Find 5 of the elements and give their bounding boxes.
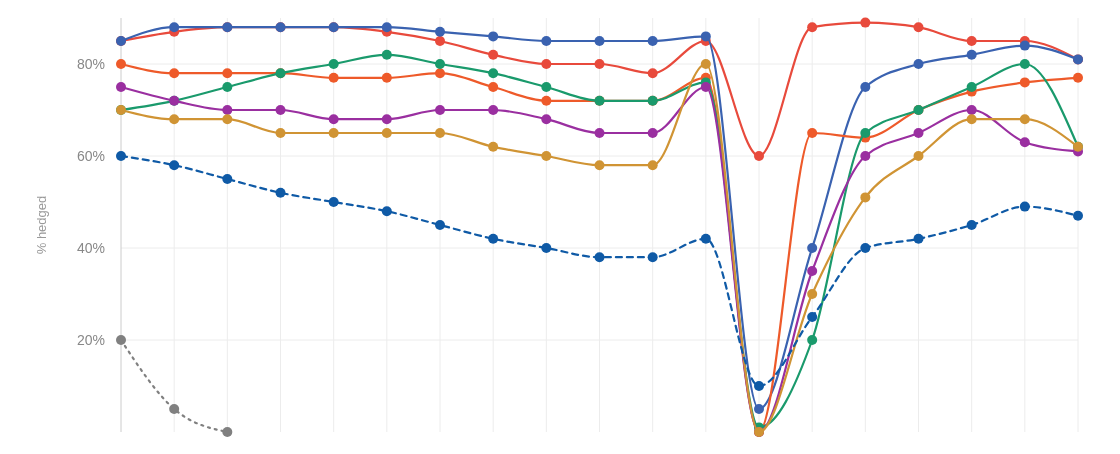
y-tick-label: 80% xyxy=(76,55,105,72)
y-axis-title: % hedged xyxy=(34,195,49,255)
y-tick-label: 20% xyxy=(76,331,105,348)
y-tick-label: 60% xyxy=(76,147,105,164)
y-tick-label: 40% xyxy=(76,239,105,256)
